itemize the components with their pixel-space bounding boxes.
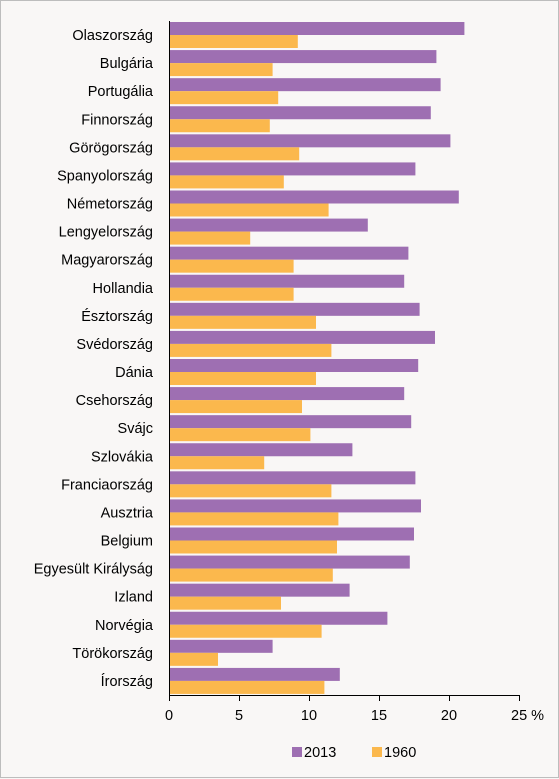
category-label-szlovákia: Szlovákia bbox=[91, 449, 154, 465]
bar-1960-németország bbox=[169, 203, 329, 217]
category-label-norvégia: Norvégia bbox=[95, 618, 154, 634]
bar-2013-magyarország bbox=[169, 246, 409, 260]
bar-2013-ausztria bbox=[169, 499, 421, 513]
bar-2013-hollandia bbox=[169, 274, 405, 288]
bar-2013-szlovákia bbox=[169, 443, 353, 457]
category-label-spanyolország: Spanyolország bbox=[57, 168, 153, 184]
bar-1960-ausztria bbox=[169, 512, 339, 526]
bar-1960-finnország bbox=[169, 119, 270, 133]
bar-2013-görögország bbox=[169, 134, 451, 148]
bar-2013-franciaország bbox=[169, 471, 416, 485]
bar-2013-bulgária bbox=[169, 50, 437, 64]
bar-1960-portugália bbox=[169, 91, 279, 105]
bar-2013-olaszország bbox=[169, 22, 465, 35]
bar-2013-spanyolország bbox=[169, 162, 416, 176]
bar-2013-németország bbox=[169, 190, 459, 204]
bar-1960-görögország bbox=[169, 147, 300, 161]
legend-swatch-1960 bbox=[372, 747, 382, 757]
category-label-észtország: Észtország bbox=[81, 308, 153, 325]
bar-2013-egyesült-királyság bbox=[169, 555, 410, 569]
bar-2013-észtország bbox=[169, 302, 420, 316]
category-label-bulgária: Bulgária bbox=[100, 56, 154, 72]
legend-label-2013: 2013 bbox=[304, 745, 336, 761]
bar-1960-írország bbox=[169, 680, 325, 694]
bar-2013-dánia bbox=[169, 359, 419, 372]
legend-swatch-2013 bbox=[292, 747, 302, 757]
bar-2013-törökország bbox=[169, 639, 273, 653]
category-label-hollandia: Hollandia bbox=[93, 281, 154, 297]
category-label-németország: Németország bbox=[67, 197, 153, 213]
x-tick-label-5: 5 bbox=[235, 708, 243, 724]
bar-1960-norvégia bbox=[169, 624, 322, 638]
category-label-egyesült-királyság: Egyesült Királyság bbox=[34, 562, 153, 578]
bar-1960-dánia bbox=[169, 372, 316, 385]
category-label-dánia: Dánia bbox=[115, 365, 154, 381]
x-tick-label-25: 25 % bbox=[511, 708, 544, 724]
bar-1960-belgium bbox=[169, 540, 337, 554]
category-label-svédország: Svédország bbox=[76, 337, 153, 353]
category-label-ausztria: Ausztria bbox=[101, 505, 154, 521]
category-label-törökország: Törökország bbox=[72, 646, 153, 662]
category-label-írország: Írország bbox=[101, 673, 153, 690]
bar-1960-magyarország bbox=[169, 259, 294, 273]
legend-label-1960: 1960 bbox=[384, 745, 416, 761]
bar-2013-finnország bbox=[169, 106, 431, 120]
x-tick-label-0: 0 bbox=[165, 708, 173, 724]
bar-1960-hollandia bbox=[169, 287, 294, 301]
bar-1960-spanyolország bbox=[169, 175, 284, 189]
category-label-franciaország: Franciaország bbox=[61, 477, 153, 493]
category-label-görögország: Görögország bbox=[69, 140, 153, 156]
bar-1960-franciaország bbox=[169, 484, 332, 498]
bar-2013-portugália bbox=[169, 78, 441, 92]
x-tick-label-10: 10 bbox=[301, 708, 317, 724]
bar-1960-svájc bbox=[169, 428, 311, 442]
bar-1960-észtország bbox=[169, 315, 316, 329]
bar-2013-izland bbox=[169, 583, 350, 597]
bar-1960-törökország bbox=[169, 652, 218, 666]
bar-2013-norvégia bbox=[169, 611, 388, 625]
bar-1960-lengyelország bbox=[169, 231, 251, 245]
bar-1960-egyesült-királyság bbox=[169, 568, 333, 582]
category-label-izland: Izland bbox=[114, 590, 153, 606]
bar-1960-olaszország bbox=[169, 35, 298, 48]
bar-1960-bulgária bbox=[169, 63, 273, 77]
bar-2013-csehország bbox=[169, 387, 405, 401]
category-label-csehország: Csehország bbox=[76, 393, 153, 409]
x-tick-label-15: 15 bbox=[371, 708, 387, 724]
bar-2013-lengyelország bbox=[169, 218, 368, 232]
bar-1960-svédország bbox=[169, 343, 332, 357]
category-label-magyarország: Magyarország bbox=[61, 253, 153, 269]
bar-1960-szlovákia bbox=[169, 456, 265, 470]
bar-2013-svájc bbox=[169, 415, 412, 429]
bar-2013-svédország bbox=[169, 330, 435, 344]
category-label-belgium: Belgium bbox=[101, 534, 153, 550]
x-tick-label-20: 20 bbox=[441, 708, 457, 724]
bar-1960-csehország bbox=[169, 400, 302, 414]
category-label-olaszország: Olaszország bbox=[72, 28, 153, 44]
category-label-lengyelország: Lengyelország bbox=[59, 225, 153, 241]
bar-2013-írország bbox=[169, 667, 340, 681]
bar-1960-izland bbox=[169, 596, 281, 610]
category-label-svájc: Svájc bbox=[118, 421, 153, 437]
category-label-finnország: Finnország bbox=[81, 112, 153, 128]
bar-2013-belgium bbox=[169, 527, 414, 541]
category-label-portugália: Portugália bbox=[88, 84, 154, 100]
